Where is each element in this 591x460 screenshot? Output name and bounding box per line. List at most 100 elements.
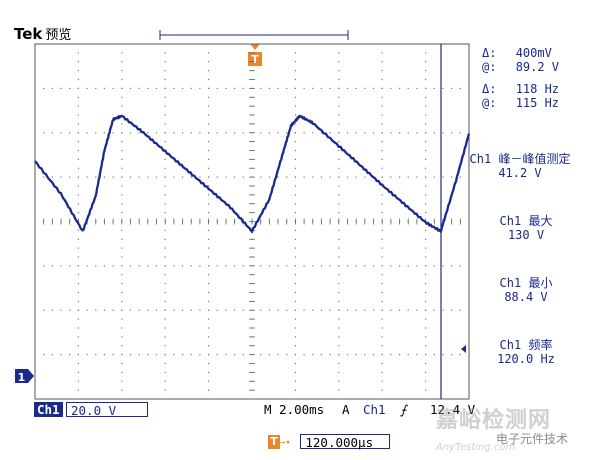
grid-dot <box>320 309 322 311</box>
grid-dot <box>425 43 427 45</box>
grid-dot <box>242 265 244 267</box>
trigger-slope-icon[interactable]: ⨍ <box>400 402 407 417</box>
grid-dot <box>442 87 444 89</box>
grid-dot <box>208 167 210 169</box>
grid-dot <box>164 229 166 231</box>
grid-dot <box>294 238 296 240</box>
grid-dot <box>208 238 210 240</box>
grid-dot <box>338 291 340 294</box>
grid-dot <box>433 132 435 134</box>
grid-dot <box>294 87 296 89</box>
grid-dot <box>338 96 340 98</box>
grid-dot <box>260 265 262 267</box>
grid-dot <box>164 61 166 63</box>
grid-dot <box>121 43 123 45</box>
grid-dot <box>129 265 132 267</box>
grid-dot <box>303 87 305 89</box>
grid-dot <box>164 141 166 143</box>
grid-dot <box>121 238 123 240</box>
grid-dot <box>77 247 79 249</box>
grid-dot <box>77 318 79 320</box>
grid-dot <box>433 354 435 356</box>
grid-dot <box>77 123 79 125</box>
grid-dot <box>338 212 340 214</box>
ch1-ground-marker[interactable]: 1 <box>15 369 34 384</box>
grid-dot <box>338 194 340 196</box>
brand-name: Tek <box>14 25 43 43</box>
freq-delta-value: 118 Hz <box>515 82 560 96</box>
grid-dot <box>103 132 105 134</box>
grid-dot <box>338 158 340 160</box>
grid-dot <box>225 132 227 134</box>
grid-dot <box>425 300 427 302</box>
grid-dot <box>129 132 132 134</box>
grid-dot <box>346 309 349 311</box>
timebase[interactable]: M 2.00ms <box>264 402 325 417</box>
grid-dot <box>43 176 45 178</box>
grid-dot <box>164 327 166 329</box>
grid-dot <box>312 309 314 311</box>
grid-dot <box>216 176 218 178</box>
grid-dot <box>320 265 322 267</box>
grid-dot <box>338 203 340 205</box>
grid-dot <box>294 132 296 134</box>
grid-dot <box>43 265 45 267</box>
grid-dot <box>155 132 158 134</box>
trigger-mode[interactable]: A <box>342 402 350 417</box>
grid-dot <box>329 132 331 134</box>
grid-dot <box>190 309 192 311</box>
grid-dot <box>182 354 184 356</box>
grid-dot <box>294 354 296 356</box>
grid-dot <box>86 354 88 356</box>
grid-dot <box>338 274 340 276</box>
cursor-at-value: 89.2 V <box>515 60 560 74</box>
grid-dot <box>381 265 383 267</box>
grid-dot <box>208 70 210 72</box>
trigger-offset-value[interactable]: 120.000µs <box>300 434 391 450</box>
trigger-channel[interactable]: Ch1 <box>363 402 386 417</box>
grid-dot <box>338 283 340 285</box>
grid-dot <box>69 309 71 311</box>
grid-dot <box>164 132 166 134</box>
grid-dot <box>121 123 123 125</box>
grid-dot <box>468 354 470 356</box>
grid-dot <box>381 61 383 63</box>
grid-dot <box>268 309 270 311</box>
freq-at-label: @: <box>482 96 497 110</box>
grid-dot <box>164 123 166 125</box>
grid-dot <box>69 176 71 178</box>
grid-dot <box>77 398 79 400</box>
grid-dot <box>208 354 210 356</box>
grid-dot <box>164 238 166 240</box>
grid-dot <box>121 149 123 152</box>
grid-dot <box>60 265 62 267</box>
grid-dot <box>86 265 88 267</box>
grid-dot <box>294 247 296 249</box>
grid-dot <box>121 212 123 214</box>
grid-dot <box>77 114 79 116</box>
grid-dot <box>303 176 305 178</box>
grid-dot <box>268 132 270 134</box>
grid-dot <box>112 309 114 311</box>
grid-dot <box>468 309 470 311</box>
grid-dot <box>121 354 123 356</box>
channel-label[interactable]: Ch1 <box>34 402 63 417</box>
grid-dot <box>381 247 383 249</box>
volts-per-div[interactable]: 20.0 V <box>66 402 148 418</box>
grid-dot <box>138 176 140 178</box>
grid-dot <box>208 43 210 45</box>
grid-dot <box>208 141 210 143</box>
trigger-position-icon[interactable]: T <box>248 44 262 66</box>
grid-dot <box>338 371 340 373</box>
trigger-level[interactable]: 12.4 V <box>430 402 476 417</box>
grid-dot <box>173 132 175 134</box>
freq-label: Ch1 频率 <box>499 338 553 352</box>
grid-dot <box>182 87 184 89</box>
pk2pk-measurement: Ch1 峰－峰值测定 41.2 V <box>452 152 588 180</box>
grid-dot <box>208 96 210 98</box>
grid-dot <box>425 167 427 169</box>
grid-dot <box>225 176 227 178</box>
grid-dot <box>260 176 262 178</box>
grid-dot <box>346 265 349 267</box>
